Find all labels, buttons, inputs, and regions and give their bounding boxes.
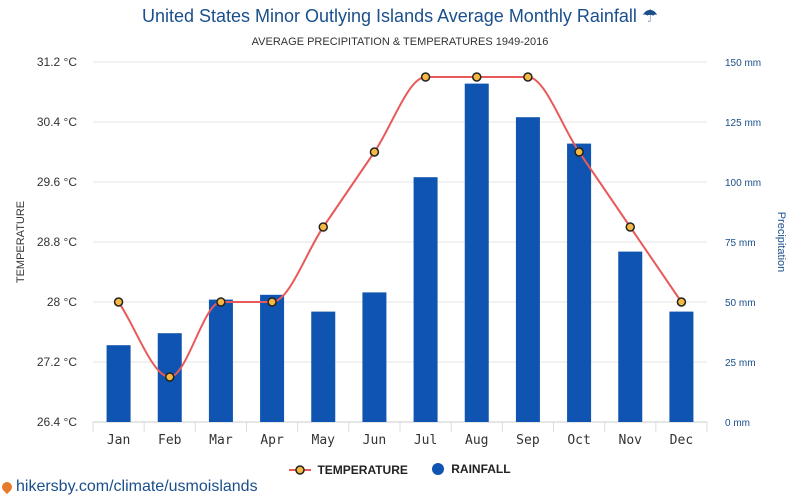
rainfall-bar <box>106 345 131 422</box>
temperature-point <box>574 147 584 157</box>
footer-link[interactable]: hikersby.com/climate/usmoislands <box>0 478 258 496</box>
temperature-point <box>318 222 328 232</box>
x-axis-tick-label: Nov <box>619 433 643 448</box>
legend-dot-icon <box>432 463 445 475</box>
x-axis-tick-label: Oct <box>567 433 590 448</box>
legend-item-rainfall[interactable]: RAINFALL <box>431 462 511 476</box>
left-axis-tick-label: 28.8 °C <box>37 235 77 249</box>
x-axis-tick-label: Aug <box>465 433 488 448</box>
rainfall-bar <box>311 311 336 422</box>
temperature-point <box>523 72 533 82</box>
x-axis-tick-label: Apr <box>260 433 284 448</box>
temperature-point <box>165 372 175 382</box>
temperature-point <box>625 222 635 232</box>
x-axis-tick-label: Jan <box>107 433 130 448</box>
left-axis-tick-label: 28 °C <box>47 295 77 309</box>
rainfall-bar <box>208 299 233 422</box>
rainfall-bar <box>464 83 489 422</box>
x-axis-tick-label: Feb <box>158 433 182 448</box>
x-axis-tick-label: Jul <box>414 433 437 448</box>
left-axis-tick-label: 31.2 °C <box>37 55 77 69</box>
legend-label-rainfall: RAINFALL <box>451 462 511 476</box>
chart-subtitle: AVERAGE PRECIPITATION & TEMPERATURES 194… <box>251 36 549 48</box>
right-axis-title: Precipitation <box>775 212 787 273</box>
rainfall-bar <box>260 294 285 422</box>
legend-label-temperature: TEMPERATURE <box>317 463 408 477</box>
legend-item-temperature[interactable]: TEMPERATURE <box>289 463 408 477</box>
rainfall-bar <box>567 143 592 422</box>
temperature-point <box>216 297 226 307</box>
legend-line-marker-icon <box>289 465 312 475</box>
right-axis-tick-label: 25 mm <box>725 358 756 369</box>
x-axis-tick-label: Dec <box>670 433 693 448</box>
right-axis-tick-label: 100 mm <box>725 178 761 189</box>
temperature-point <box>113 297 124 307</box>
umbrella-icon: ☂ <box>641 6 659 26</box>
rainfall-bar <box>669 311 694 422</box>
x-axis-tick-label: Jun <box>363 433 386 448</box>
temperature-point <box>369 147 380 157</box>
left-axis-tick-label: 27.2 °C <box>37 355 77 369</box>
legend: TEMPERATURE RAINFALL <box>0 462 800 479</box>
rainfall-bar <box>362 292 387 422</box>
chart-title: United States Minor Outlying Islands Ave… <box>0 6 800 27</box>
right-axis-tick-label: 150 mm <box>725 58 761 69</box>
rainfall-bar <box>618 251 643 422</box>
left-axis-tick-label: 26.4 °C <box>37 415 77 429</box>
temperature-line <box>117 75 683 379</box>
left-axis-tick-label: 29.6 °C <box>37 175 77 189</box>
temperature-point <box>420 72 431 82</box>
left-axis-title: TEMPERATURE <box>15 201 27 283</box>
rainfall-bar <box>515 117 540 422</box>
right-axis-tick-label: 75 mm <box>725 238 756 249</box>
temperature-point <box>472 72 482 82</box>
x-axis-tick-label: May <box>312 433 336 448</box>
temperature-point <box>676 297 687 307</box>
x-axis-tick-label: Mar <box>209 433 233 448</box>
chart-title-text: United States Minor Outlying Islands Ave… <box>141 6 637 26</box>
x-axis-tick-label: Sep <box>516 433 540 448</box>
right-axis-tick-label: 0 mm <box>725 418 750 429</box>
right-axis-tick-label: 50 mm <box>725 298 756 309</box>
rainfall-bar <box>413 177 438 422</box>
location-pin-icon <box>0 479 15 495</box>
chart-area: 26.4 °C 0 mm 27.2 °C 25 mm 28 °C 50 mm 28.8 °C… <box>15 55 787 448</box>
left-axis-tick-label: 30.4 °C <box>37 115 77 129</box>
temperature-point <box>267 297 277 307</box>
right-axis-tick-label: 125 mm <box>725 118 761 129</box>
footer-url: hikersby.com/climate/usmoislands <box>16 478 258 495</box>
